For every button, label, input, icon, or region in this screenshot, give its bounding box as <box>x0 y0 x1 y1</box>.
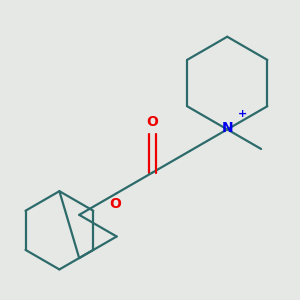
Text: N: N <box>221 122 233 135</box>
Text: O: O <box>110 197 122 212</box>
Text: +: + <box>238 109 247 119</box>
Text: O: O <box>146 116 158 129</box>
